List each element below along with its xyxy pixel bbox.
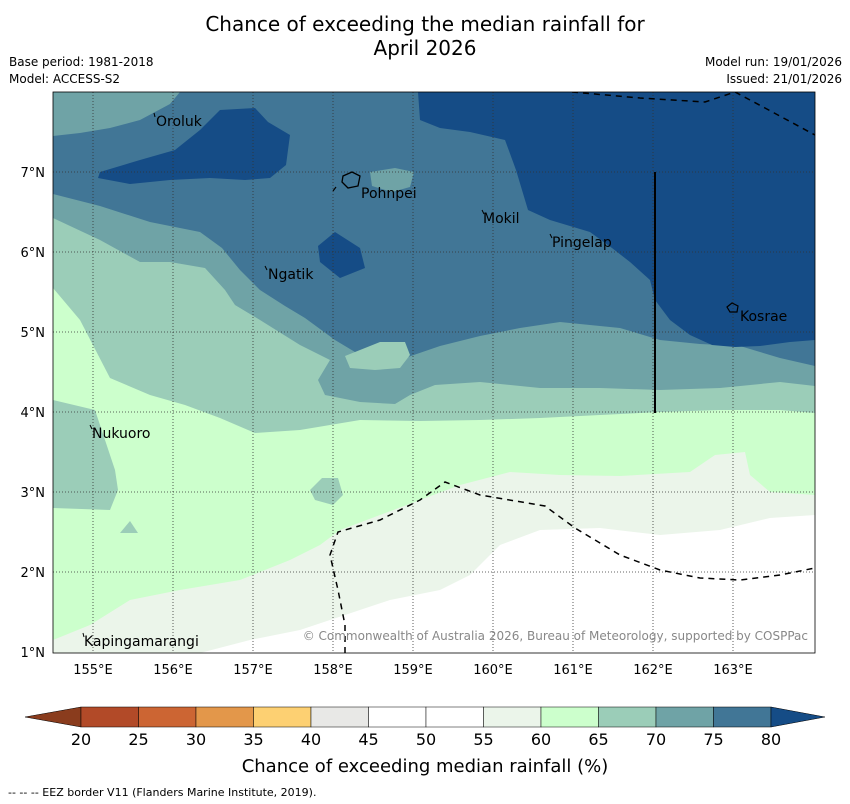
colorbar-tick-label: 75 [703, 730, 723, 749]
colorbar-tick-label: 70 [646, 730, 666, 749]
lat-label: 1°N [21, 646, 46, 661]
colorbar-bin [368, 706, 427, 728]
colorbar-tick-label: 60 [531, 730, 551, 749]
colorbar-tick-label: 45 [358, 730, 378, 749]
colorbar-tick-label: 55 [473, 730, 493, 749]
lon-label: 159°E [393, 663, 433, 678]
lat-label: 6°N [21, 246, 46, 261]
contour-above-80-west [98, 108, 290, 184]
colorbar-ticks: 20 25 30 35 40 45 50 55 60 65 70 75 80 [71, 730, 781, 749]
model-name: Model: ACCESS-S2 [9, 72, 121, 86]
lon-label: 158°E [313, 663, 353, 678]
contour-50-55 [200, 515, 815, 653]
label-pohnpei: Pohnpei [361, 186, 417, 202]
lon-label: 155°E [73, 663, 113, 678]
colorbar-label: Chance of exceeding median rainfall (%) [242, 756, 609, 777]
longitude-axis: 155°E 156°E 157°E 158°E 159°E 160°E 161°… [73, 663, 753, 678]
label-oroluk: Oroluk [156, 114, 203, 130]
colorbar-tick-label: 80 [761, 730, 781, 749]
contour-small-patch [310, 478, 343, 505]
graticule [53, 92, 815, 653]
lat-label: 2°N [21, 566, 46, 581]
lon-label: 162°E [633, 663, 673, 678]
colorbar: 20 25 30 35 40 45 50 55 60 65 70 75 80 Chance of exc… [24, 706, 826, 777]
label-nukuoro: Nukuoro [92, 426, 150, 442]
atoll-marks [82, 112, 553, 638]
label-pingelap: Pingelap [552, 235, 612, 251]
lat-label: 7°N [21, 166, 46, 181]
colorbar-bin [483, 706, 542, 728]
contour-above-80-ngatik [318, 232, 365, 278]
pohnpei-islet [332, 186, 337, 192]
colorbar-swatches [80, 706, 772, 728]
colorbar-bin [655, 706, 714, 728]
map-frame [52, 91, 816, 654]
footer-note: -- -- -- EEZ border V11 (Flanders Marine… [8, 786, 317, 799]
place-labels: Oroluk Pohnpei Mokil Pingelap Ngatik Kos… [84, 114, 787, 650]
rainfall-contours: Oroluk Pohnpei Mokil Pingelap Ngatik Kos… [53, 92, 815, 653]
contour-nukuoro-patch [53, 400, 118, 510]
colorbar-overflow-arrow [770, 706, 826, 728]
meta-right: Model run: 19/01/2026 Issued: 21/01/2026 [705, 54, 842, 88]
colorbar-bin [713, 706, 772, 728]
colorbar-bin [425, 706, 484, 728]
colorbar-bin [138, 706, 197, 728]
lon-label: 163°E [713, 663, 753, 678]
lat-label: 4°N [21, 406, 46, 421]
pohnpei-island-outline [341, 171, 361, 189]
lon-label: 157°E [233, 663, 273, 678]
colorbar-bin [598, 706, 657, 728]
issued-date: Issued: 21/01/2026 [726, 72, 842, 86]
contour-above-80-east [418, 92, 815, 347]
title-line-2: April 2026 [373, 36, 477, 60]
chart-title: Chance of exceeding the median rainfall … [0, 12, 850, 60]
contour-oroluk-light [53, 92, 180, 136]
colorbar-bin [253, 706, 312, 728]
colorbar-tick-label: 35 [243, 730, 263, 749]
colorbar-tick-label: 40 [301, 730, 321, 749]
colorbar-bin [310, 706, 369, 728]
label-kosrae: Kosrae [740, 309, 787, 325]
title-line-1: Chance of exceeding the median rainfall … [205, 12, 645, 36]
label-kapingamarangi: Kapingamarangi [84, 634, 199, 650]
contour-mid-light [345, 342, 410, 370]
model-run: Model run: 19/01/2026 [704, 55, 842, 69]
colorbar-tick-label: 50 [416, 730, 436, 749]
lon-label: 160°E [473, 663, 513, 678]
base-period: Base period: 1981-2018 [9, 55, 154, 69]
lat-label: 3°N [21, 486, 46, 501]
colorbar-tick-label: 65 [588, 730, 608, 749]
label-mokil: Mokil [483, 211, 520, 227]
copyright-text: © Commonwealth of Australia 2026, Bureau… [303, 629, 808, 643]
latitude-axis: 7°N 6°N 5°N 4°N 3°N 2°N 1°N [21, 166, 46, 661]
label-ngatik: Ngatik [268, 267, 314, 283]
eez-borders [329, 92, 815, 653]
colorbar-tick-label: 30 [186, 730, 206, 749]
contour-tiny-patch [120, 521, 138, 533]
lon-label: 156°E [153, 663, 193, 678]
kosrae-island-outline [726, 302, 739, 313]
lon-label: 161°E [553, 663, 593, 678]
lat-label: 5°N [21, 326, 46, 341]
contour-pohnpei-light [370, 168, 414, 192]
meta-left: Base period: 1981-2018 Model: ACCESS-S2 [9, 54, 154, 88]
colorbar-bin [540, 706, 599, 728]
colorbar-tick-label: 25 [128, 730, 148, 749]
colorbar-bin [195, 706, 254, 728]
colorbar-tick-label: 20 [71, 730, 91, 749]
colorbar-bin [80, 706, 139, 728]
colorbar-underflow-arrow [24, 706, 82, 728]
